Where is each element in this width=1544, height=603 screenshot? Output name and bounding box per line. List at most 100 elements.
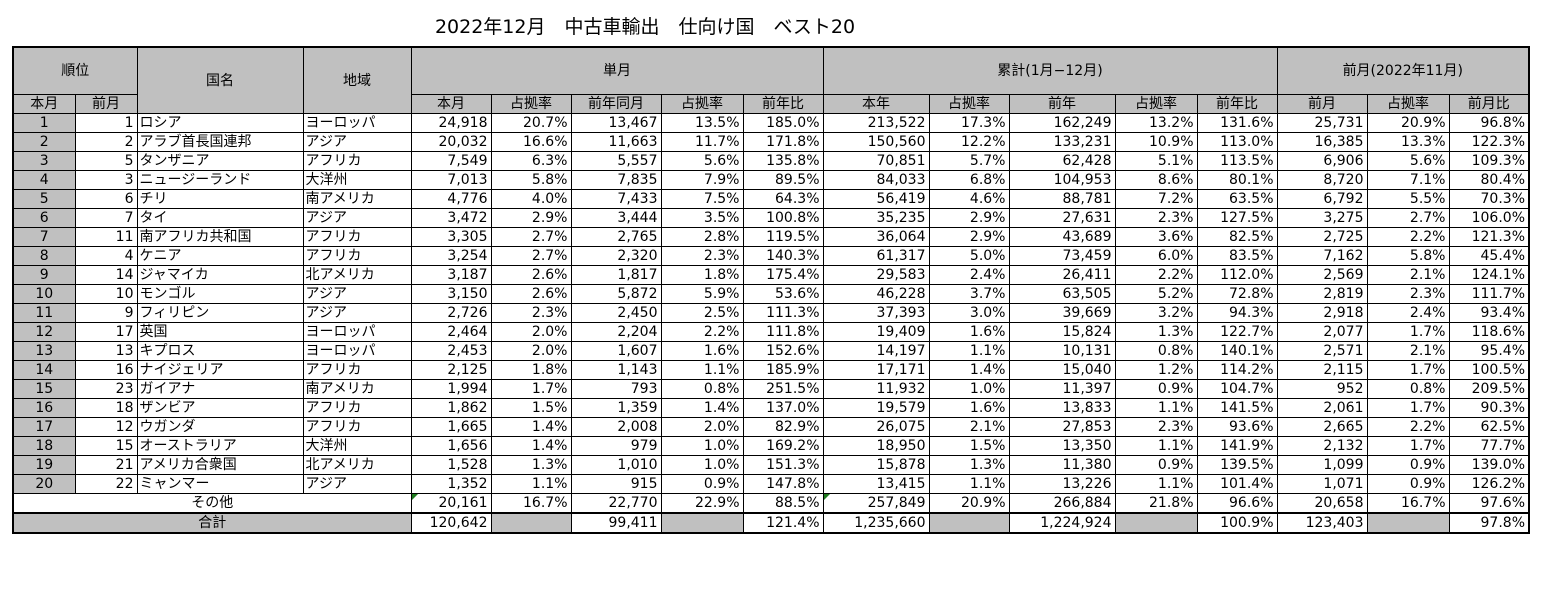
region-name: アジア	[302, 474, 412, 494]
single-last-year-share: 1.6%	[660, 341, 744, 361]
other-prev-month-share: 16.7%	[1366, 493, 1450, 514]
prev-month-share: 2.2%	[1366, 417, 1450, 437]
single-last-year: 2,450	[570, 303, 662, 323]
prev-month-ratio: 90.3%	[1448, 398, 1530, 418]
single-share: 2.7%	[490, 227, 572, 247]
cumulative-share: 1.0%	[928, 379, 1010, 399]
single-share: 1.3%	[490, 455, 572, 475]
single-current: 1,528	[410, 455, 492, 475]
single-last-year-share: 2.3%	[660, 246, 744, 266]
cumulative-yoy: 113.0%	[1196, 132, 1278, 152]
total-cumulative-last-year-share-blank	[1114, 512, 1198, 534]
cumulative-last-year: 10,131	[1008, 341, 1116, 361]
single-share: 1.4%	[490, 436, 572, 456]
rank-previous: 18	[74, 398, 138, 418]
cumulative-last-year-share: 0.9%	[1114, 455, 1198, 475]
region-name: 大洋州	[302, 170, 412, 190]
prev-month-ratio: 93.4%	[1448, 303, 1530, 323]
cumulative-share: 3.0%	[928, 303, 1010, 323]
single-current: 2,726	[410, 303, 492, 323]
cumulative-yoy: 122.7%	[1196, 322, 1278, 342]
prev-month-share: 1.7%	[1366, 398, 1450, 418]
cumulative-last-year: 11,380	[1008, 455, 1116, 475]
header-prev-month-ratio: 前月比	[1448, 94, 1530, 114]
prev-month-value: 2,819	[1276, 284, 1368, 304]
cumulative-current: 46,228	[822, 284, 930, 304]
cumulative-share: 6.8%	[928, 170, 1010, 190]
header-single-yoy: 前年比	[742, 94, 824, 114]
prev-month-value: 2,061	[1276, 398, 1368, 418]
table-row: 2 2 アラブ首長国連邦 アジア 20,032 16.6% 11,663 11.7% 171.8…	[12, 132, 1530, 152]
single-last-year: 2,008	[570, 417, 662, 437]
cumulative-last-year: 15,040	[1008, 360, 1116, 380]
single-last-year-share: 7.9%	[660, 170, 744, 190]
cumulative-current: 18,950	[822, 436, 930, 456]
cumulative-share: 3.7%	[928, 284, 1010, 304]
rank-current: 17	[12, 417, 76, 437]
rank-current: 9	[12, 265, 76, 285]
country-name: オーストラリア	[136, 436, 304, 456]
cumulative-last-year: 104,953	[1008, 170, 1116, 190]
country-name: 英国	[136, 322, 304, 342]
single-current: 1,862	[410, 398, 492, 418]
table-row: 14 16 ナイジェリア アフリカ 2,125 1.8% 1,143 1.1% 185.9% 17…	[12, 360, 1530, 380]
cumulative-share: 2.9%	[928, 227, 1010, 247]
table-row: 16 18 ザンビア アフリカ 1,862 1.5% 1,359 1.4% 137.0% 19,5…	[12, 398, 1530, 418]
cumulative-yoy: 72.8%	[1196, 284, 1278, 304]
cumulative-last-year: 62,428	[1008, 151, 1116, 171]
table-row: 1 1 ロシア ヨーロッパ 24,918 20.7% 13,467 13.5% 185.0% 21…	[12, 113, 1530, 133]
single-last-year-share: 3.5%	[660, 208, 744, 228]
single-current: 3,472	[410, 208, 492, 228]
cumulative-last-year: 88,781	[1008, 189, 1116, 209]
cumulative-last-year-share: 5.2%	[1114, 284, 1198, 304]
country-name: ガイアナ	[136, 379, 304, 399]
prev-month-share: 1.7%	[1366, 322, 1450, 342]
single-current: 7,013	[410, 170, 492, 190]
prev-month-value: 2,077	[1276, 322, 1368, 342]
single-last-year: 7,433	[570, 189, 662, 209]
rank-previous: 22	[74, 474, 138, 494]
page-title: 2022年12月 中古車輸出 仕向け国 ベスト20	[434, 16, 856, 38]
single-last-year-share: 1.4%	[660, 398, 744, 418]
prev-month-ratio: 139.0%	[1448, 455, 1530, 475]
total-single-last-year: 99,411	[570, 512, 662, 534]
other-cumulative-last-year: 266,884	[1008, 493, 1116, 514]
cumulative-last-year-share: 3.2%	[1114, 303, 1198, 323]
prev-month-share: 0.8%	[1366, 379, 1450, 399]
country-name: ナイジェリア	[136, 360, 304, 380]
table-row: 7 11 南アフリカ共和国 アフリカ 3,305 2.7% 2,765 2.8% 119.5% 3…	[12, 227, 1530, 247]
region-name: 大洋州	[302, 436, 412, 456]
single-current: 2,464	[410, 322, 492, 342]
rank-current: 13	[12, 341, 76, 361]
single-last-year: 2,765	[570, 227, 662, 247]
single-current: 3,150	[410, 284, 492, 304]
header-single-current: 本月	[410, 94, 492, 114]
cumulative-share: 5.0%	[928, 246, 1010, 266]
cumulative-share: 2.9%	[928, 208, 1010, 228]
cumulative-last-year-share: 2.3%	[1114, 417, 1198, 437]
region-name: 南アメリカ	[302, 379, 412, 399]
single-last-year-share: 5.6%	[660, 151, 744, 171]
prev-month-share: 2.1%	[1366, 265, 1450, 285]
single-last-year: 5,557	[570, 151, 662, 171]
cumulative-last-year: 13,350	[1008, 436, 1116, 456]
total-single-yoy: 121.4%	[742, 512, 824, 534]
other-label: その他	[12, 493, 412, 514]
single-current: 3,254	[410, 246, 492, 266]
country-name: タイ	[136, 208, 304, 228]
total-single-share-blank	[490, 512, 572, 534]
single-last-year: 5,872	[570, 284, 662, 304]
total-single-last-year-share-blank	[660, 512, 744, 534]
country-name: ジャマイカ	[136, 265, 304, 285]
single-yoy: 53.6%	[742, 284, 824, 304]
single-share: 2.9%	[490, 208, 572, 228]
total-cumulative-share-blank	[928, 512, 1010, 534]
region-name: ヨーロッパ	[302, 322, 412, 342]
single-yoy: 140.3%	[742, 246, 824, 266]
rank-previous: 23	[74, 379, 138, 399]
cumulative-current: 56,419	[822, 189, 930, 209]
cumulative-last-year: 27,631	[1008, 208, 1116, 228]
single-last-year-share: 0.9%	[660, 474, 744, 494]
cumulative-yoy: 112.0%	[1196, 265, 1278, 285]
single-yoy: 185.9%	[742, 360, 824, 380]
